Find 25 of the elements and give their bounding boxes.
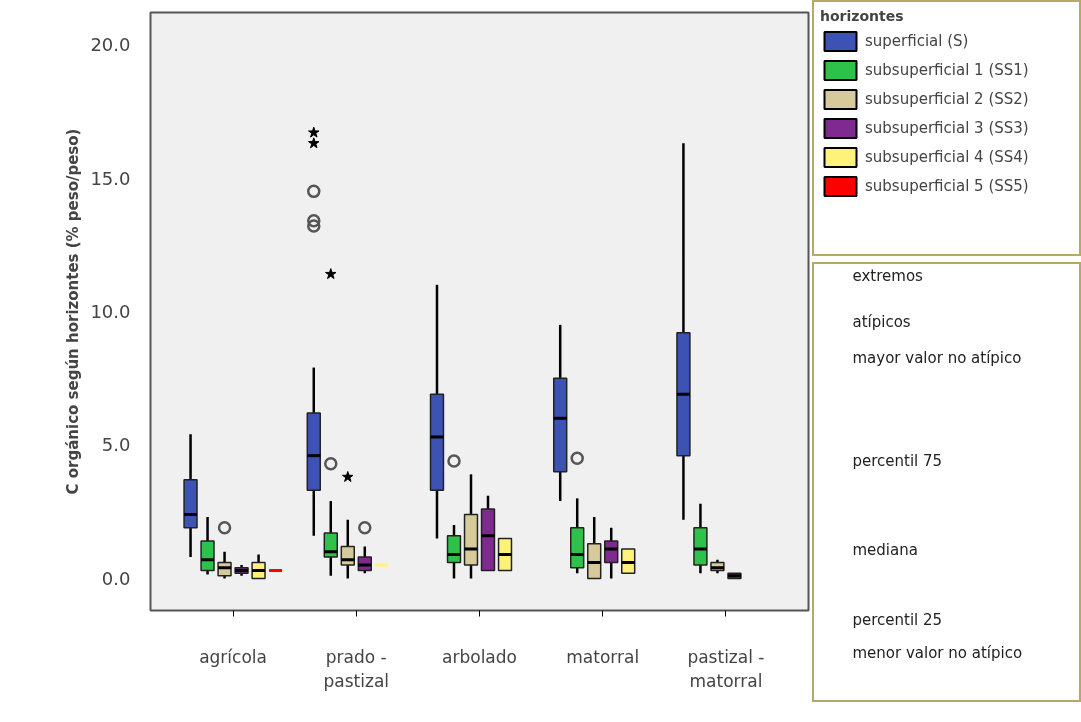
- x-tick-label: arbolado: [442, 646, 517, 667]
- x-tick-label: agrícola: [199, 646, 267, 667]
- text: atípicos: [852, 312, 911, 331]
- legend-label: subsuperficial 3 (SS3): [865, 119, 1029, 137]
- x-tick-label: matorral: [566, 646, 640, 667]
- x-tick-label: prado - pastizal: [323, 646, 390, 691]
- text: extremos: [852, 266, 924, 285]
- legend-title: horizontes: [820, 8, 905, 24]
- y-tick-label: 20.0: [90, 34, 131, 56]
- legend-label: superficial (S): [865, 32, 969, 50]
- y-tick-label: 0.0: [101, 567, 131, 589]
- x-tick-label: pastizal - matorral: [687, 646, 765, 691]
- legend-label: subsuperficial 4 (SS4): [865, 148, 1029, 166]
- text: menor valor no atípico: [852, 643, 1023, 662]
- legend-label: subsuperficial 2 (SS2): [865, 90, 1029, 108]
- text: percentil 25: [852, 610, 943, 629]
- y-tick-label: 15.0: [90, 167, 131, 189]
- legend-label: subsuperficial 1 (SS1): [865, 61, 1029, 79]
- text: percentil 75: [852, 451, 943, 470]
- y-tick-label: 5.0: [101, 434, 131, 456]
- text: mayor valor no atípico: [852, 348, 1022, 367]
- y-axis-title: C orgánico según horizontes (% peso/peso): [64, 128, 83, 495]
- y-tick-label: 10.0: [90, 301, 131, 322]
- text: mediana: [852, 540, 918, 559]
- legend-label: subsuperficial 5 (SS5): [865, 177, 1029, 195]
